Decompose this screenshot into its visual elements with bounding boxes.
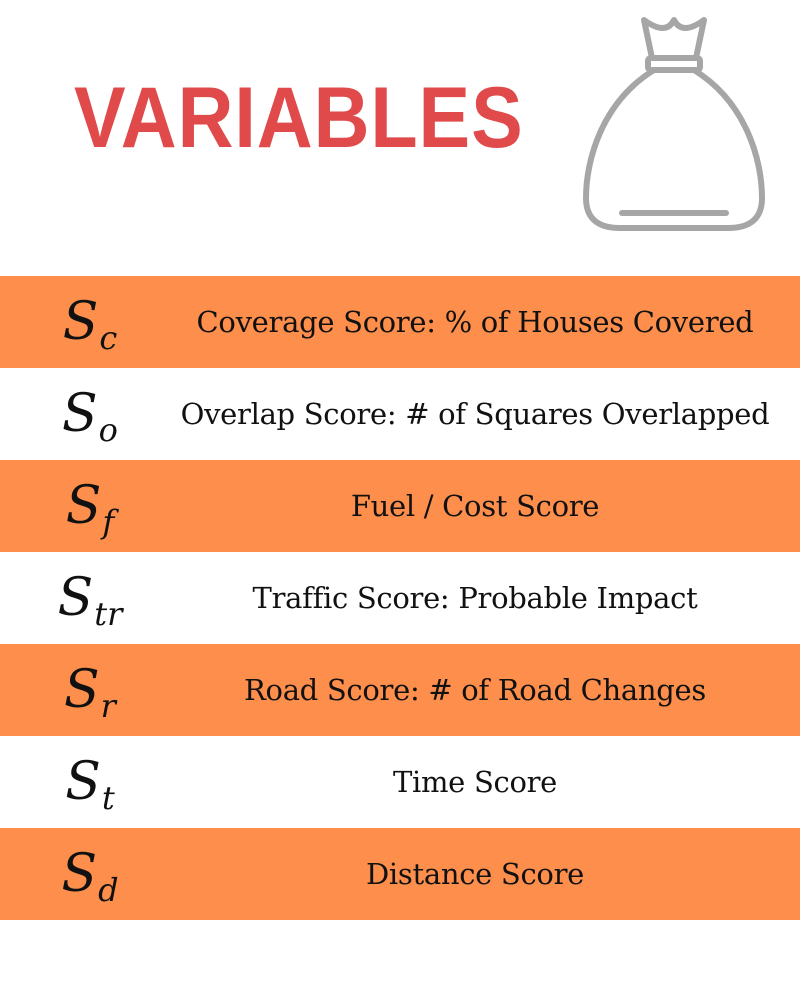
money-bag-icon [583, 17, 765, 231]
page-title: VARIABLES [74, 70, 524, 166]
variable-description: Fuel / Cost Score [350, 489, 600, 523]
variable-description: Overlap Score: # of Squares Overlapped [180, 397, 770, 431]
variable-description: Coverage Score: % of Houses Covered [196, 305, 754, 339]
variable-description: Traffic Score: Probable Impact [252, 581, 698, 615]
variable-description: Time Score [392, 765, 558, 799]
variable-description: Road Score: # of Road Changes [244, 673, 706, 707]
variable-description: Distance Score [365, 857, 585, 891]
